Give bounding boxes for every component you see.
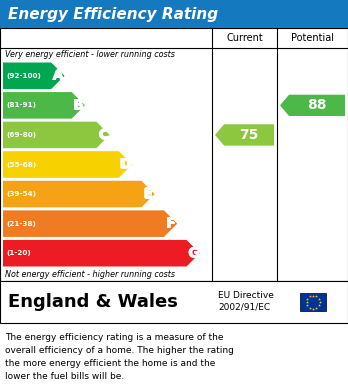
Text: C: C [98, 127, 108, 141]
Text: F: F [166, 216, 175, 230]
Text: England & Wales: England & Wales [8, 293, 178, 311]
Text: F: F [166, 217, 176, 231]
Text: E: E [143, 187, 153, 201]
Text: B: B [74, 99, 84, 112]
Text: D: D [120, 158, 131, 172]
Text: 2002/91/EC: 2002/91/EC [218, 303, 270, 312]
Text: (1-20): (1-20) [6, 250, 31, 256]
Text: B: B [73, 99, 84, 113]
Text: (81-91): (81-91) [6, 102, 36, 108]
Text: G: G [188, 246, 199, 260]
Text: G: G [187, 246, 198, 260]
Text: D: D [119, 158, 130, 172]
Text: EU Directive: EU Directive [218, 292, 274, 301]
Text: The energy efficiency rating is a measure of the
overall efficiency of a home. T: The energy efficiency rating is a measur… [5, 333, 234, 381]
Text: G: G [188, 246, 199, 260]
Text: 75: 75 [239, 128, 259, 142]
Bar [0, 0, 348, 28]
Text: B: B [72, 99, 83, 112]
Polygon shape [215, 124, 274, 145]
Text: Potential: Potential [291, 33, 334, 43]
Text: F: F [166, 217, 175, 231]
Polygon shape [3, 151, 132, 178]
Text: A: A [52, 69, 63, 83]
Text: G: G [188, 246, 199, 260]
Text: E: E [143, 188, 153, 202]
Text: Energy Efficiency Rating: Energy Efficiency Rating [8, 7, 218, 22]
Text: (69-80): (69-80) [6, 132, 36, 138]
Text: G: G [188, 247, 199, 261]
Text: (55-68): (55-68) [6, 161, 36, 167]
Bar [300, 293, 326, 311]
Text: C: C [98, 129, 108, 143]
Text: 88: 88 [307, 99, 327, 112]
Bar [0, 28, 348, 281]
Text: Very energy efficient - lower running costs: Very energy efficient - lower running co… [5, 50, 175, 59]
Text: A: A [53, 69, 63, 83]
Polygon shape [3, 210, 177, 237]
Text: D: D [120, 158, 132, 172]
Text: F: F [165, 217, 175, 231]
Text: D: D [120, 158, 131, 172]
Text: Not energy efficient - higher running costs: Not energy efficient - higher running co… [5, 270, 175, 279]
Text: A: A [53, 69, 64, 83]
Polygon shape [3, 240, 200, 267]
Text: A: A [53, 68, 63, 82]
Text: B: B [73, 98, 84, 112]
Text: F: F [166, 217, 175, 231]
Text: D: D [120, 157, 131, 171]
Polygon shape [3, 181, 155, 207]
Polygon shape [280, 95, 345, 116]
Polygon shape [3, 63, 64, 89]
Text: E: E [144, 187, 153, 201]
Text: C: C [98, 128, 108, 142]
Text: E: E [143, 187, 153, 201]
Text: C: C [98, 128, 109, 142]
Text: Current: Current [226, 33, 263, 43]
Text: A: A [53, 69, 63, 83]
Bar [0, 281, 348, 323]
Text: (21-38): (21-38) [6, 221, 36, 227]
Text: B: B [73, 99, 84, 112]
Text: C: C [97, 128, 108, 142]
Polygon shape [3, 92, 85, 118]
Text: (92-100): (92-100) [6, 73, 41, 79]
Text: E: E [143, 187, 152, 201]
Polygon shape [3, 122, 110, 148]
Text: (39-54): (39-54) [6, 191, 36, 197]
